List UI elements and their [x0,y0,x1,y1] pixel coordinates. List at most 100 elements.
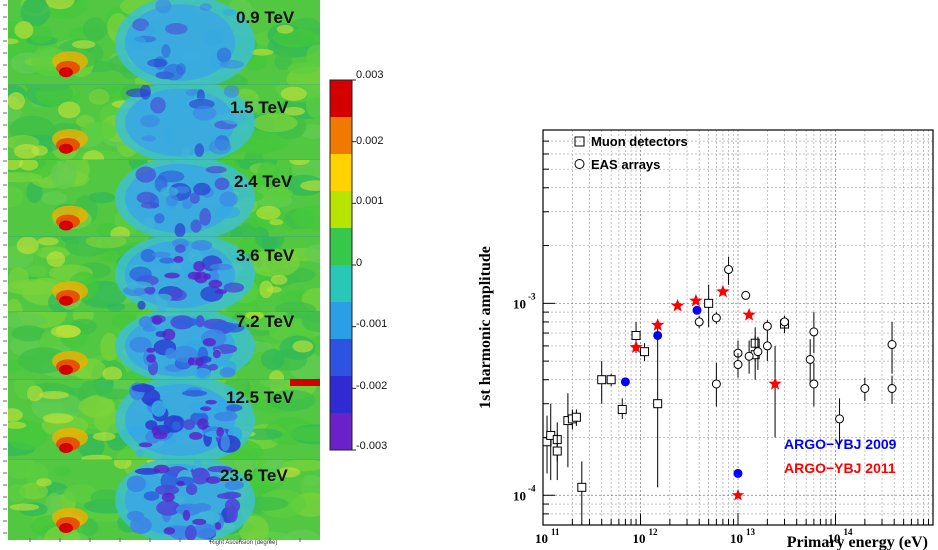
deficit-cell [164,126,174,144]
map-texture [256,205,281,220]
deficit-cell [223,85,240,98]
map-texture [301,312,320,333]
deficit-cell [129,35,146,49]
map-texture [261,460,286,483]
map-texture [266,312,288,328]
eas-array-point [805,354,815,364]
map-texture [8,421,27,429]
x-tick-label: 10 [633,531,646,546]
excess-region [59,220,73,231]
deficit-cell [219,59,244,69]
map-texture [41,191,68,206]
map-texture [26,181,43,204]
y-axis-title: 1st harmonic amplitude [477,246,494,409]
deficit-cell [153,431,168,440]
muon-detector-point [606,375,616,385]
deficit-cell [143,491,160,501]
deficit-cell [220,434,230,452]
map-texture [8,160,23,171]
eas-array-point [711,379,721,389]
deficit-cell [170,264,182,271]
deficit-cell [214,411,238,422]
map-texture [276,24,294,34]
deficit-cell [193,260,205,272]
x-tick-label: 10 [535,531,548,546]
map-texture [55,325,81,338]
deficit-cell [194,357,204,366]
sky-map-panel [8,0,320,85]
deficit-cell [209,263,233,271]
deficit-cell [129,336,152,353]
deficit-cell [158,170,185,183]
deficit-cell [143,286,156,294]
eas-array-point [860,383,870,393]
muon-detector-point [704,298,714,308]
deficit-cell [160,186,179,197]
deficit-cell [144,25,155,35]
deficit-cell [146,347,156,353]
deficit-cell [165,347,176,359]
deficit-cell [150,96,166,114]
map-texture [110,226,130,237]
deficit-cell [154,293,172,303]
ra-axis-title: Right Ascension (degree) [210,540,278,546]
eas-array-point [744,351,754,361]
excess-region [59,143,73,154]
deficit-cell [191,239,213,251]
deficit-cell [183,419,196,430]
x-tick-label-exponent: 14 [844,527,854,537]
colorbar-swatch [330,80,352,118]
muon-detector-point [631,330,641,340]
deficit-cell [174,244,186,253]
muon-detector-point [552,446,562,456]
deficit-cell [162,328,176,341]
deficit-cell [176,480,185,487]
map-texture [306,44,320,68]
eas-array-point [887,340,897,350]
argo-2011-point [716,284,730,298]
map-texture [8,38,19,45]
deficit-cell [208,279,223,289]
argo-2009-point [653,330,663,340]
deficit-cell [223,282,245,293]
deficit-cell [203,29,224,45]
deficit-cell [135,449,145,457]
deficit-cell [195,315,205,328]
deficit-cell [141,135,157,142]
map-texture [282,106,305,116]
map-texture [300,180,320,191]
deficit-cell [193,502,212,512]
deficit-cell [154,213,165,224]
y-tick-label: 10 [513,488,526,503]
colorbar [329,79,356,451]
sky-map-panel [8,312,320,380]
map-texture [18,482,49,500]
deficit-cell [208,363,219,371]
deficit-cell [193,182,211,196]
deficit-cell [193,367,212,379]
colorbar-tick: 0 [356,257,363,269]
y-tick-label-exponent: -3 [528,291,536,301]
excess-region [59,443,73,453]
map-texture [14,21,34,39]
argo-2011-legend-star [731,488,745,501]
deficit-cell [219,191,238,207]
x-tick-label-exponent: 13 [746,527,756,537]
argo-2009-label: ARGO−YBJ 2009 [784,436,897,452]
muon-detector-point [597,375,607,385]
muon-detector-point [653,399,663,409]
colorbar-swatch [330,302,352,340]
eas-array-point [733,360,743,370]
deficit-cell [156,500,181,516]
colorbar-tick: -0.001 [356,318,388,330]
legend: Muon detectors EAS arrays [574,134,688,172]
deficit-cell [208,139,232,155]
deficit-cell [159,257,175,264]
map-texture [291,205,320,230]
map-texture [304,244,320,263]
map-texture [85,237,127,249]
map-texture [267,389,316,412]
deficit-cell [153,464,170,474]
x-axis-title: Primary energy (eV) [787,534,928,550]
map-texture [269,218,284,226]
